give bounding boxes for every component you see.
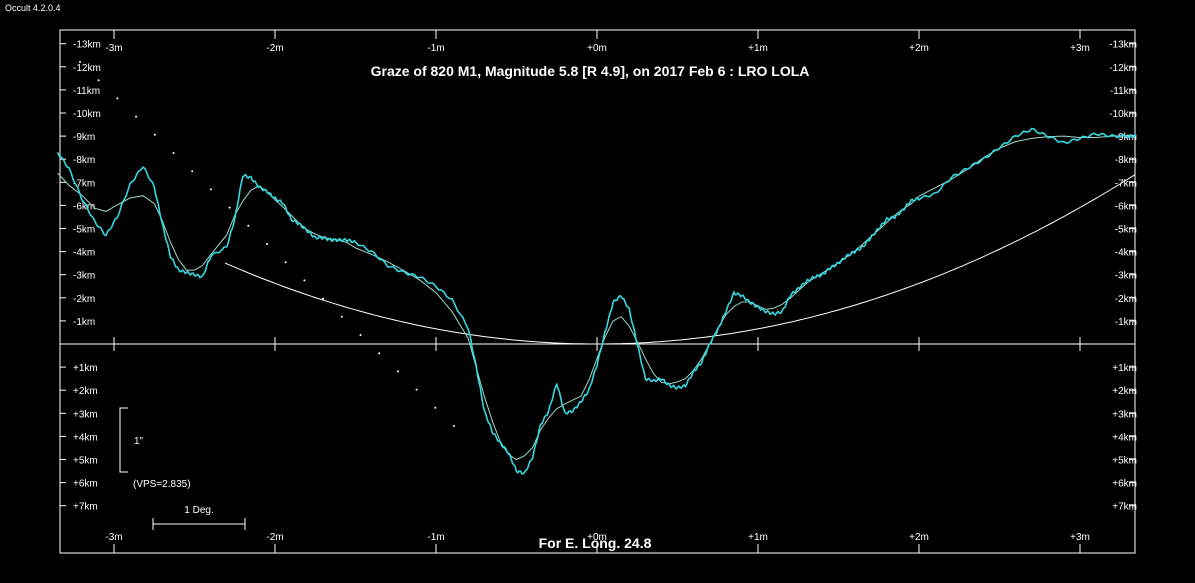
x-tick-label-bottom: +2m bbox=[909, 532, 929, 543]
y-tick-label-right: +3km bbox=[1112, 409, 1137, 420]
x-tick-label-bottom: +0m bbox=[587, 532, 607, 543]
x-tick-label-top: -3m bbox=[105, 43, 122, 54]
y-tick-label-right: -12km bbox=[1109, 63, 1137, 74]
y-tick-label-left: -2km bbox=[73, 294, 95, 305]
plot-frame bbox=[59, 29, 1136, 554]
x-tick-label-top: -2m bbox=[266, 43, 283, 54]
y-tick-label-left: -11km bbox=[73, 86, 100, 97]
dotted-marker bbox=[359, 334, 362, 336]
dotted-marker bbox=[135, 115, 138, 118]
y-tick-label-right: -6km bbox=[1115, 201, 1137, 212]
y-tick-label-left: -4km bbox=[73, 248, 95, 259]
x-tick-label-bottom: -3m bbox=[105, 532, 122, 543]
chart-title: Graze of 820 M1, Magnitude 5.8 [R 4.9], … bbox=[371, 63, 810, 79]
y-tick-label-left: +6km bbox=[73, 479, 98, 490]
dotted-marker bbox=[284, 261, 287, 264]
dotted-marker bbox=[453, 425, 455, 427]
y-tick-label-right: -7km bbox=[1115, 178, 1137, 189]
y-tick-label-left: -6km bbox=[73, 201, 95, 212]
y-tick-label-right: +2km bbox=[1112, 386, 1137, 397]
y-tick-label-right: -2km bbox=[1115, 294, 1137, 305]
y-tick-label-right: +1km bbox=[1112, 363, 1137, 374]
y-tick-label-left: +4km bbox=[73, 432, 98, 443]
y-tick-label-left: -8km bbox=[73, 155, 95, 166]
dotted-marker bbox=[153, 133, 156, 136]
dotted-marker bbox=[172, 152, 175, 154]
y-tick-label-right: +4km bbox=[1112, 432, 1137, 443]
dotted-marker bbox=[340, 315, 343, 318]
dotted-marker bbox=[97, 79, 100, 82]
dotted-marker bbox=[303, 279, 306, 282]
y-tick-label-left: -9km bbox=[73, 132, 95, 143]
x-tick-label-top: +1m bbox=[748, 43, 768, 54]
dotted-marker bbox=[378, 352, 381, 355]
profile-line bbox=[56, 127, 1137, 475]
y-tick-label-left: -13km bbox=[73, 40, 101, 51]
dotted-marker bbox=[266, 243, 268, 245]
x-tick-label-top: +2m bbox=[909, 43, 929, 54]
arcsec-scale-label: 1" bbox=[134, 436, 144, 447]
y-tick-label-right: +6km bbox=[1112, 479, 1137, 490]
y-tick-label-left: -10km bbox=[73, 109, 101, 120]
y-tick-label-right: -11km bbox=[1110, 86, 1137, 97]
y-tick-label-right: -9km bbox=[1115, 132, 1137, 143]
profile-smooth bbox=[57, 134, 1137, 461]
y-tick-label-right: -10km bbox=[1109, 109, 1137, 120]
y-tick-label-left: +7km bbox=[73, 502, 98, 513]
y-tick-label-right: +5km bbox=[1112, 456, 1137, 467]
limb-curve bbox=[224, 174, 1136, 345]
y-tick-label-right: -5km bbox=[1115, 225, 1137, 236]
y-tick-label-right: -1km bbox=[1115, 317, 1137, 328]
dotted-marker bbox=[415, 388, 418, 391]
y-tick-label-right: +7km bbox=[1112, 502, 1137, 513]
y-tick-label-right: -8km bbox=[1115, 155, 1137, 166]
dotted-marker bbox=[322, 297, 325, 300]
dotted-marker bbox=[396, 370, 399, 373]
vps-label: (VPS=2.835) bbox=[133, 479, 191, 490]
dotted-marker bbox=[79, 61, 81, 63]
y-tick-label-left: +3km bbox=[73, 409, 98, 420]
y-tick-label-left: +5km bbox=[73, 456, 98, 467]
y-tick-label-right: -4km bbox=[1115, 248, 1137, 259]
x-tick-label-top: +3m bbox=[1070, 43, 1090, 54]
y-tick-label-right: -13km bbox=[1109, 40, 1137, 51]
dotted-marker bbox=[209, 188, 212, 191]
y-tick-label-left: -1km bbox=[73, 317, 95, 328]
dotted-marker bbox=[247, 224, 250, 227]
chart-footer: For E. Long. 24.8 bbox=[539, 535, 652, 551]
y-tick-label-left: -12km bbox=[73, 63, 101, 74]
x-tick-label-bottom: -2m bbox=[266, 532, 283, 543]
x-tick-label-top: +0m bbox=[587, 43, 607, 54]
x-tick-label-bottom: +3m bbox=[1070, 532, 1090, 543]
arcsec-scale-bar bbox=[119, 407, 128, 473]
y-tick-label-left: -3km bbox=[73, 271, 95, 282]
x-tick-label-bottom: -1m bbox=[427, 532, 444, 543]
x-tick-label-bottom: +1m bbox=[748, 532, 768, 543]
x-tick-label-top: -1m bbox=[427, 43, 444, 54]
dotted-marker bbox=[191, 170, 194, 173]
y-tick-label-left: -5km bbox=[73, 225, 95, 236]
y-tick-label-left: -7km bbox=[73, 178, 95, 189]
y-tick-label-right: -3km bbox=[1115, 271, 1137, 282]
y-tick-label-left: +1km bbox=[73, 363, 98, 374]
y-tick-label-left: +2km bbox=[73, 386, 98, 397]
dotted-marker bbox=[434, 406, 437, 409]
dotted-marker bbox=[116, 97, 119, 100]
deg-bar-label: 1 Deg. bbox=[184, 505, 213, 516]
app-title: Occult 4.2.0.4 bbox=[5, 3, 61, 13]
dotted-marker bbox=[228, 206, 231, 209]
